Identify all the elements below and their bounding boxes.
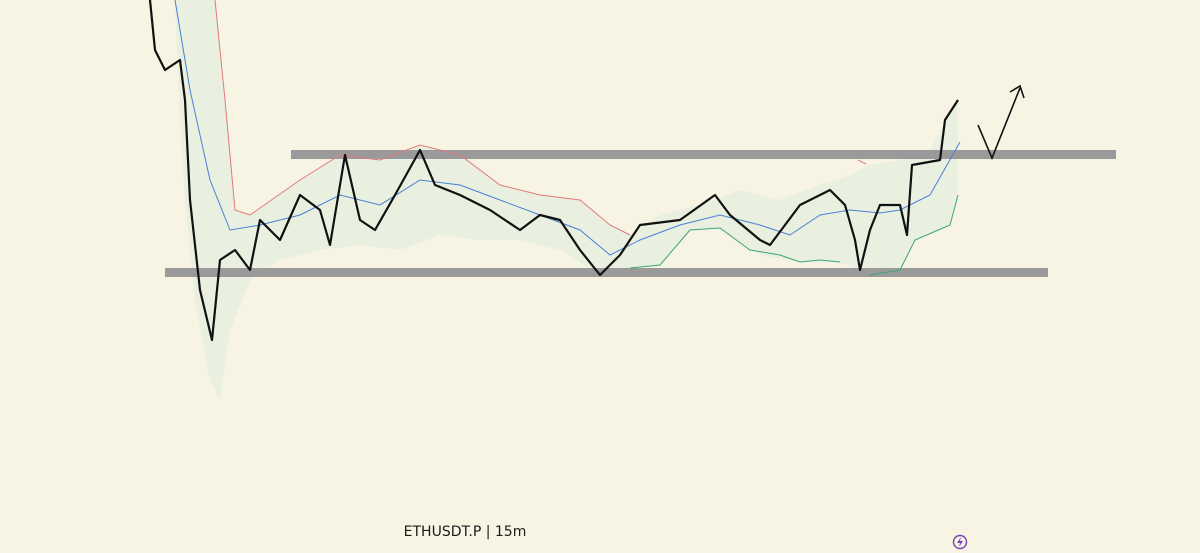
- band-shade: [175, 0, 958, 400]
- projection-arrow: [977, 87, 1021, 161]
- lower-band: [629, 227, 841, 269]
- arrow-head: [1009, 84, 1025, 99]
- support-zone: [165, 268, 1048, 277]
- lower-band: [869, 194, 959, 276]
- bolt-glyph: [957, 537, 963, 547]
- upper-band: [214, 0, 631, 236]
- symbol-caption: ETHUSDT.P | 15m: [404, 524, 527, 540]
- price-path: [148, 0, 959, 342]
- upper-band: [857, 159, 867, 165]
- bolt-icon[interactable]: [952, 534, 968, 550]
- resistance-zone: [291, 150, 1116, 159]
